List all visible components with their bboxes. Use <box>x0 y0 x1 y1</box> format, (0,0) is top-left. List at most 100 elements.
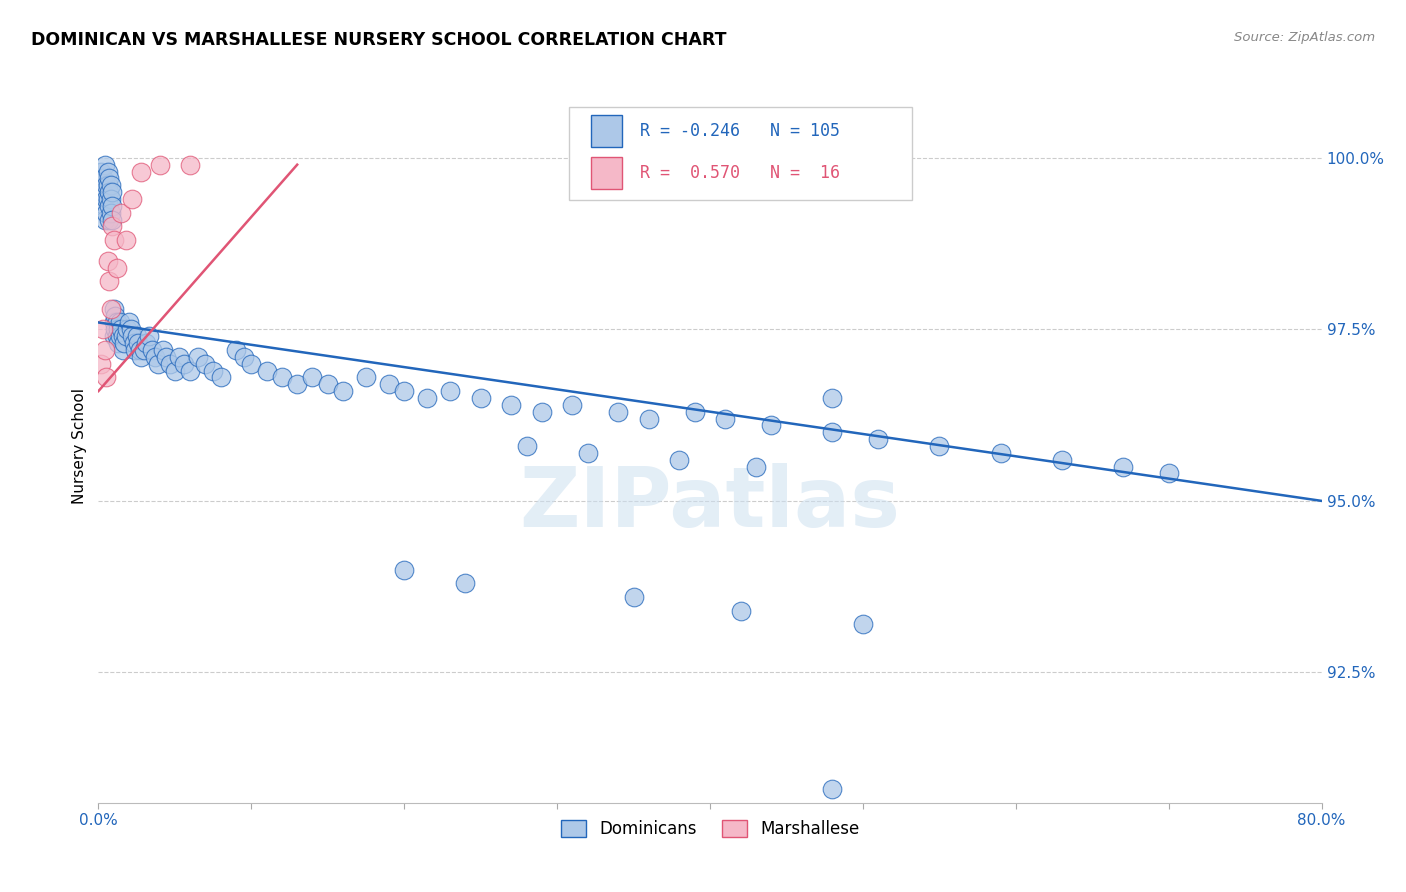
Point <box>101 212 124 227</box>
Point <box>115 329 138 343</box>
Point <box>93 199 115 213</box>
Point <box>98 185 121 199</box>
Point <box>1112 459 1135 474</box>
Point <box>416 391 439 405</box>
Y-axis label: Nursery School: Nursery School <box>72 388 87 504</box>
Point <box>149 158 172 172</box>
FancyBboxPatch shape <box>592 157 621 189</box>
Point <box>111 329 134 343</box>
Point <box>209 370 232 384</box>
Point <box>202 363 225 377</box>
Point <box>821 425 844 440</box>
Point <box>110 322 132 336</box>
Point <box>454 576 477 591</box>
Legend: Dominicans, Marshallese: Dominicans, Marshallese <box>554 813 866 845</box>
Point <box>146 357 169 371</box>
Point <box>93 212 115 227</box>
Point <box>91 185 114 199</box>
Point <box>745 459 768 474</box>
Point <box>94 370 117 384</box>
Point <box>98 274 121 288</box>
Point <box>104 309 127 323</box>
Point <box>301 370 323 384</box>
Point <box>101 185 124 199</box>
Point <box>98 199 121 213</box>
Text: ZIPatlas: ZIPatlas <box>520 463 900 543</box>
Point <box>194 357 217 371</box>
Point <box>173 357 195 371</box>
Text: R = -0.246   N = 105: R = -0.246 N = 105 <box>640 122 841 140</box>
Point <box>100 178 122 193</box>
Point <box>169 350 191 364</box>
Point <box>97 178 120 193</box>
Text: Source: ZipAtlas.com: Source: ZipAtlas.com <box>1234 31 1375 45</box>
Point <box>392 384 416 398</box>
Point <box>110 205 132 219</box>
Point <box>1050 452 1073 467</box>
Point <box>111 343 134 357</box>
Point <box>107 336 129 351</box>
Point <box>105 260 128 275</box>
Point <box>576 446 599 460</box>
Point <box>392 562 416 576</box>
Point <box>90 357 112 371</box>
Point <box>108 316 131 330</box>
Point <box>354 370 377 384</box>
Point <box>501 398 523 412</box>
Text: DOMINICAN VS MARSHALLESE NURSERY SCHOOL CORRELATION CHART: DOMINICAN VS MARSHALLESE NURSERY SCHOOL … <box>31 31 727 49</box>
Point <box>125 329 148 343</box>
Point <box>928 439 950 453</box>
Point <box>115 233 138 247</box>
FancyBboxPatch shape <box>569 107 912 200</box>
Point <box>821 391 844 405</box>
Point <box>530 405 553 419</box>
Point <box>1157 467 1180 481</box>
Point <box>122 336 145 351</box>
Point <box>98 212 121 227</box>
Point <box>105 316 128 330</box>
Point <box>141 343 163 357</box>
Point <box>121 329 143 343</box>
Point <box>143 350 166 364</box>
Point <box>103 316 125 330</box>
Point <box>103 301 125 316</box>
Point <box>316 377 339 392</box>
Point <box>100 205 122 219</box>
Text: R =  0.570   N =  16: R = 0.570 N = 16 <box>640 163 841 182</box>
Point <box>101 199 124 213</box>
Point <box>730 604 752 618</box>
Point <box>155 350 177 364</box>
Point <box>127 336 149 351</box>
Point <box>623 590 645 604</box>
Point <box>120 322 142 336</box>
Point <box>135 336 157 351</box>
Point <box>129 164 152 178</box>
Point <box>124 343 146 357</box>
Point <box>134 343 156 357</box>
Point <box>129 350 152 364</box>
Point <box>256 363 278 377</box>
Point <box>714 411 737 425</box>
Point <box>668 452 690 467</box>
Point <box>516 439 538 453</box>
FancyBboxPatch shape <box>592 115 621 147</box>
Point <box>607 405 630 419</box>
Point <box>97 192 120 206</box>
Point <box>103 233 125 247</box>
Point <box>91 171 114 186</box>
Point <box>821 782 844 797</box>
Point <box>105 329 128 343</box>
Point <box>470 391 492 405</box>
Point <box>683 405 706 419</box>
Point <box>90 164 112 178</box>
Point <box>270 370 292 384</box>
Point <box>759 418 782 433</box>
Point <box>97 164 120 178</box>
Point <box>108 329 131 343</box>
Point <box>98 171 121 186</box>
Point <box>152 343 174 357</box>
Point <box>852 617 875 632</box>
Point <box>100 301 122 316</box>
Point <box>561 398 583 412</box>
Point <box>91 322 114 336</box>
